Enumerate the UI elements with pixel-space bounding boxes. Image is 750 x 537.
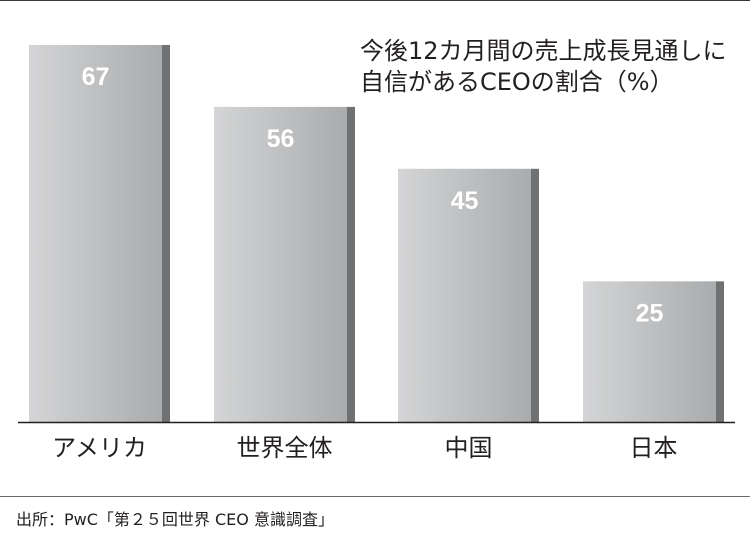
x-tick-label: 世界全体 [237, 434, 333, 462]
footer-rule [0, 496, 750, 497]
bar-3 [398, 168, 531, 422]
bars-group: 67 56 45 25 [29, 45, 724, 423]
x-tick-label: アメリカ [52, 434, 147, 462]
top-rule [0, 0, 750, 1]
bar-side-2 [347, 106, 355, 423]
chart-title: 今後12カ月間の売上成長見通しに 自信があるCEOの割合（%） [360, 37, 727, 96]
source-note: 出所：PwC「第２５回世界 CEO 意識調査」 [16, 510, 334, 529]
bar-side-1 [162, 45, 170, 422]
bar-side-4 [716, 281, 724, 422]
bar-side-3 [531, 168, 539, 422]
x-tick-label: 日本 [630, 434, 678, 462]
bar-value-label: 67 [82, 63, 110, 91]
bar-4 [583, 281, 716, 422]
bar-2 [214, 106, 347, 423]
bar-value-label: 45 [451, 187, 479, 215]
bar-value-label: 25 [636, 299, 664, 327]
bar-1 [29, 45, 162, 422]
x-tick-label: 中国 [445, 434, 493, 462]
bar-value-label: 56 [267, 125, 295, 153]
x-tick-labels: アメリカ 世界全体 中国 日本 [52, 434, 677, 462]
